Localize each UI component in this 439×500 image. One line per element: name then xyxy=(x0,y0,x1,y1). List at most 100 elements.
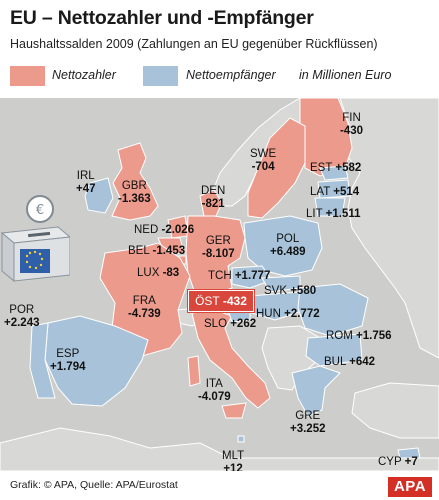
country-code: NED xyxy=(134,224,159,236)
non-eu-land-east xyxy=(339,98,439,359)
country-shape-est xyxy=(319,165,349,181)
country-value: -821 xyxy=(201,198,225,210)
country-code: CYP xyxy=(378,456,402,468)
country-label-slo: SLO +262 xyxy=(204,318,256,331)
legend-receiver-label: Nettoempfänger xyxy=(186,68,276,82)
footer: Grafik: © APA, Quelle: APA/Eurostat APA xyxy=(0,471,439,500)
country-label-hun: HUN +2.772 xyxy=(256,308,320,321)
country-code: BUL xyxy=(324,356,346,368)
country-shape-gbr xyxy=(111,142,159,221)
country-label-gre: GRE +3.252 xyxy=(290,410,326,436)
country-label-ger: GER -8.107 xyxy=(202,235,235,261)
country-label-svk: SVK +580 xyxy=(264,285,316,298)
country-code: LIT xyxy=(306,208,323,220)
country-value: +642 xyxy=(349,356,376,368)
country-label-den: DEN -821 xyxy=(201,185,225,211)
country-code: LAT xyxy=(310,186,331,198)
country-shape-swe xyxy=(247,117,306,219)
country-code: GBR xyxy=(121,180,147,192)
country-code: SWE xyxy=(250,148,277,160)
country-value: +2.243 xyxy=(4,317,40,329)
country-value: +7 xyxy=(404,456,418,468)
country-shape-mlt xyxy=(237,435,245,443)
country-label-lat: LAT +514 xyxy=(310,186,359,199)
source-credit: Grafik: © APA, Quelle: APA/Eurostat xyxy=(10,479,178,491)
country-label-pol: POL +6.489 xyxy=(270,233,306,259)
country-shape-rom xyxy=(297,283,369,337)
country-code: POR xyxy=(9,304,35,316)
country-shape-tch xyxy=(231,265,273,289)
svg-text:€: € xyxy=(36,203,44,218)
country-label-irl: IRL +47 xyxy=(76,170,96,196)
country-code: SVK xyxy=(264,285,288,297)
country-value: +2.772 xyxy=(284,308,320,320)
country-value: +6.489 xyxy=(270,246,306,258)
country-shape-sardinia xyxy=(187,355,201,387)
country-value: +1.756 xyxy=(356,330,392,342)
country-shape-pol xyxy=(243,215,323,277)
ballot-box-icon: € xyxy=(0,195,70,283)
country-code-oest: ÖST xyxy=(195,294,220,308)
country-code: IRL xyxy=(76,170,95,182)
country-label-ned: NED -2.026 xyxy=(134,224,194,237)
country-shape-esp xyxy=(44,315,149,407)
country-label-oest-highlight: ÖST -432 xyxy=(187,289,255,313)
map-title: EU – Nettozahler und -Empfänger xyxy=(10,7,314,29)
country-shape-lit xyxy=(314,197,346,217)
country-value: -2.026 xyxy=(161,224,195,236)
country-shape-irl xyxy=(84,177,114,214)
legend-payer-label: Nettozahler xyxy=(52,68,116,82)
map-subtitle: Haushaltssalden 2009 (Zahlungen an EU ge… xyxy=(10,37,378,51)
non-eu-land-turkey xyxy=(351,382,439,439)
country-code: GER xyxy=(205,235,231,247)
country-value: -1.363 xyxy=(118,193,151,205)
europe-map: € FIN -430 SWE -704 EST +582 LAT +514 LIT +1.5… xyxy=(0,98,439,471)
country-value: +12 xyxy=(223,463,243,471)
country-value: +1.794 xyxy=(50,361,86,373)
country-value: +3.252 xyxy=(290,423,326,435)
country-shape-den xyxy=(199,189,223,217)
country-shape-por xyxy=(29,322,56,399)
country-code: ROM xyxy=(326,330,353,342)
map-shapes xyxy=(0,98,439,471)
country-shape-bul xyxy=(305,333,363,367)
country-value: +1.777 xyxy=(234,270,271,282)
country-code: ITA xyxy=(205,378,223,390)
country-label-bul: BUL +642 xyxy=(324,356,375,369)
non-eu-land-africa xyxy=(0,427,439,471)
legend-payer-swatch xyxy=(10,66,45,86)
country-code: DEN xyxy=(201,185,226,197)
country-value: +47 xyxy=(76,183,96,195)
country-code: LUX xyxy=(137,267,160,279)
country-label-rom: ROM +1.756 xyxy=(326,330,392,343)
country-label-mlt: MLT +12 xyxy=(222,450,244,471)
country-value: +582 xyxy=(335,162,362,174)
country-label-esp: ESP +1.794 xyxy=(50,348,86,374)
country-value: +262 xyxy=(230,318,257,330)
legend-receiver-swatch xyxy=(143,66,178,86)
euro-coin-icon xyxy=(26,195,54,223)
country-value: -4.739 xyxy=(128,308,161,320)
country-label-fra: FRA -4.739 xyxy=(128,295,161,321)
country-code: MLT xyxy=(222,450,245,462)
country-value: -8.107 xyxy=(202,248,235,260)
country-label-lit: LIT +1.511 xyxy=(306,208,360,221)
country-code: BEL xyxy=(128,245,150,257)
country-label-ita: ITA -4.079 xyxy=(198,378,231,404)
country-shape-sicily xyxy=(221,402,247,419)
apa-logo: APA xyxy=(388,477,432,497)
country-code: TCH xyxy=(208,270,232,282)
header: EU – Nettozahler und -Empfänger Haushalt… xyxy=(0,0,439,98)
country-label-fin: FIN -430 xyxy=(340,112,363,138)
country-label-est: EST +582 xyxy=(310,162,361,175)
country-value: +580 xyxy=(290,285,317,297)
country-label-lux: LUX -83 xyxy=(137,267,179,280)
country-label-bel: BEL -1.453 xyxy=(128,245,185,258)
country-value: -430 xyxy=(340,125,364,137)
country-code: HUN xyxy=(256,308,281,320)
country-code: FIN xyxy=(342,112,361,124)
country-shape-cyp xyxy=(397,447,421,459)
country-code: POL xyxy=(276,233,300,245)
country-shape-gre xyxy=(291,365,341,417)
country-code: GRE xyxy=(295,410,321,422)
